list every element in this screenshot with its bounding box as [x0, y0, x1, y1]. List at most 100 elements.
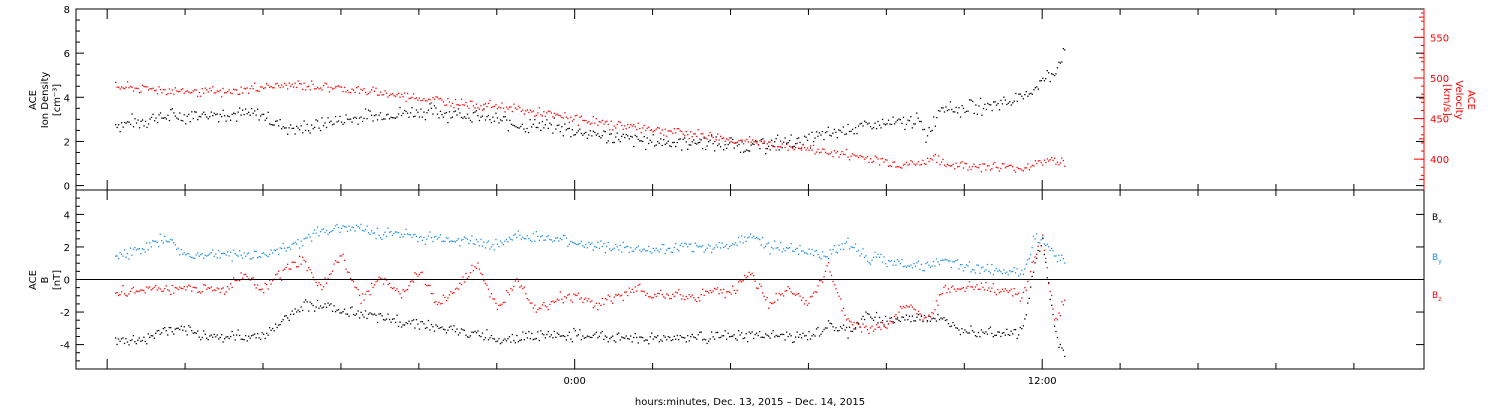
data-point — [128, 293, 130, 295]
data-point — [367, 92, 370, 95]
data-point — [134, 292, 136, 294]
data-point — [592, 334, 594, 336]
data-point — [753, 337, 755, 340]
data-point — [206, 288, 208, 290]
data-point — [396, 94, 398, 96]
data-point — [487, 114, 490, 117]
data-point — [741, 141, 743, 143]
data-point — [337, 120, 340, 122]
data-point — [529, 109, 531, 111]
data-point — [297, 127, 299, 129]
data-point — [116, 255, 118, 257]
data-point — [850, 155, 852, 157]
data-point — [318, 235, 320, 237]
data-point — [423, 323, 425, 325]
data-point — [285, 127, 287, 129]
data-point — [296, 86, 298, 89]
data-point — [934, 309, 936, 311]
data-point — [762, 336, 764, 338]
data-point — [1021, 269, 1023, 272]
data-point — [751, 272, 753, 274]
data-point — [281, 128, 283, 130]
data-point — [932, 313, 935, 315]
data-point — [348, 118, 350, 121]
data-point — [390, 93, 392, 95]
data-point — [730, 293, 732, 295]
data-point — [609, 295, 611, 298]
data-point — [240, 86, 242, 88]
data-point — [982, 266, 984, 268]
data-point — [690, 243, 692, 245]
data-point — [245, 335, 247, 337]
data-point — [471, 121, 473, 123]
data-point — [475, 239, 478, 241]
data-point — [209, 253, 211, 255]
data-point — [245, 273, 247, 275]
data-point — [688, 138, 690, 140]
data-point — [908, 306, 911, 308]
data-point — [366, 317, 368, 320]
data-point — [594, 305, 596, 307]
data-point — [1056, 67, 1059, 69]
data-point — [143, 248, 145, 251]
data-point — [343, 308, 346, 310]
data-point — [381, 94, 383, 96]
data-point — [363, 316, 365, 318]
data-point — [198, 291, 200, 293]
data-point — [682, 245, 684, 248]
data-point — [489, 296, 491, 298]
data-point — [477, 115, 479, 117]
data-point — [957, 166, 959, 168]
data-point — [938, 263, 941, 265]
data-point — [384, 319, 386, 321]
data-point — [203, 330, 205, 332]
data-point — [177, 91, 179, 93]
data-point — [991, 287, 993, 289]
data-point — [980, 171, 983, 173]
data-point — [624, 246, 626, 249]
data-point — [793, 293, 795, 295]
data-point — [474, 243, 476, 245]
data-point — [693, 139, 695, 141]
data-point — [721, 242, 723, 244]
data-point — [504, 240, 506, 242]
data-point — [1037, 88, 1039, 90]
data-point — [824, 256, 827, 258]
data-point — [207, 254, 209, 256]
data-point — [206, 89, 208, 91]
data-point — [815, 131, 818, 133]
data-point — [122, 126, 124, 128]
data-point — [290, 124, 292, 126]
data-point — [414, 115, 416, 117]
data-point — [565, 129, 567, 131]
data-point — [236, 254, 238, 256]
data-point — [663, 296, 665, 298]
data-point — [390, 116, 392, 118]
data-point — [555, 114, 557, 116]
data-point — [586, 335, 588, 337]
data-point — [809, 338, 812, 340]
data-point — [529, 302, 531, 304]
data-point — [726, 147, 728, 149]
data-point — [264, 87, 266, 89]
data-point — [337, 226, 340, 229]
data-point — [926, 320, 929, 322]
data-point — [1039, 160, 1041, 162]
data-point — [463, 104, 466, 106]
data-point — [766, 334, 768, 336]
data-point — [793, 250, 795, 253]
data-point — [1051, 294, 1053, 297]
data-point — [931, 311, 933, 314]
data-point — [269, 123, 271, 125]
data-point — [618, 293, 620, 296]
data-point — [309, 132, 311, 134]
data-point — [504, 111, 506, 113]
data-point — [786, 331, 788, 333]
data-point — [795, 143, 797, 145]
data-point — [520, 110, 522, 112]
data-point — [565, 116, 567, 118]
data-point — [375, 87, 377, 89]
data-point — [763, 142, 765, 144]
data-point — [426, 285, 428, 287]
data-point — [276, 273, 278, 275]
